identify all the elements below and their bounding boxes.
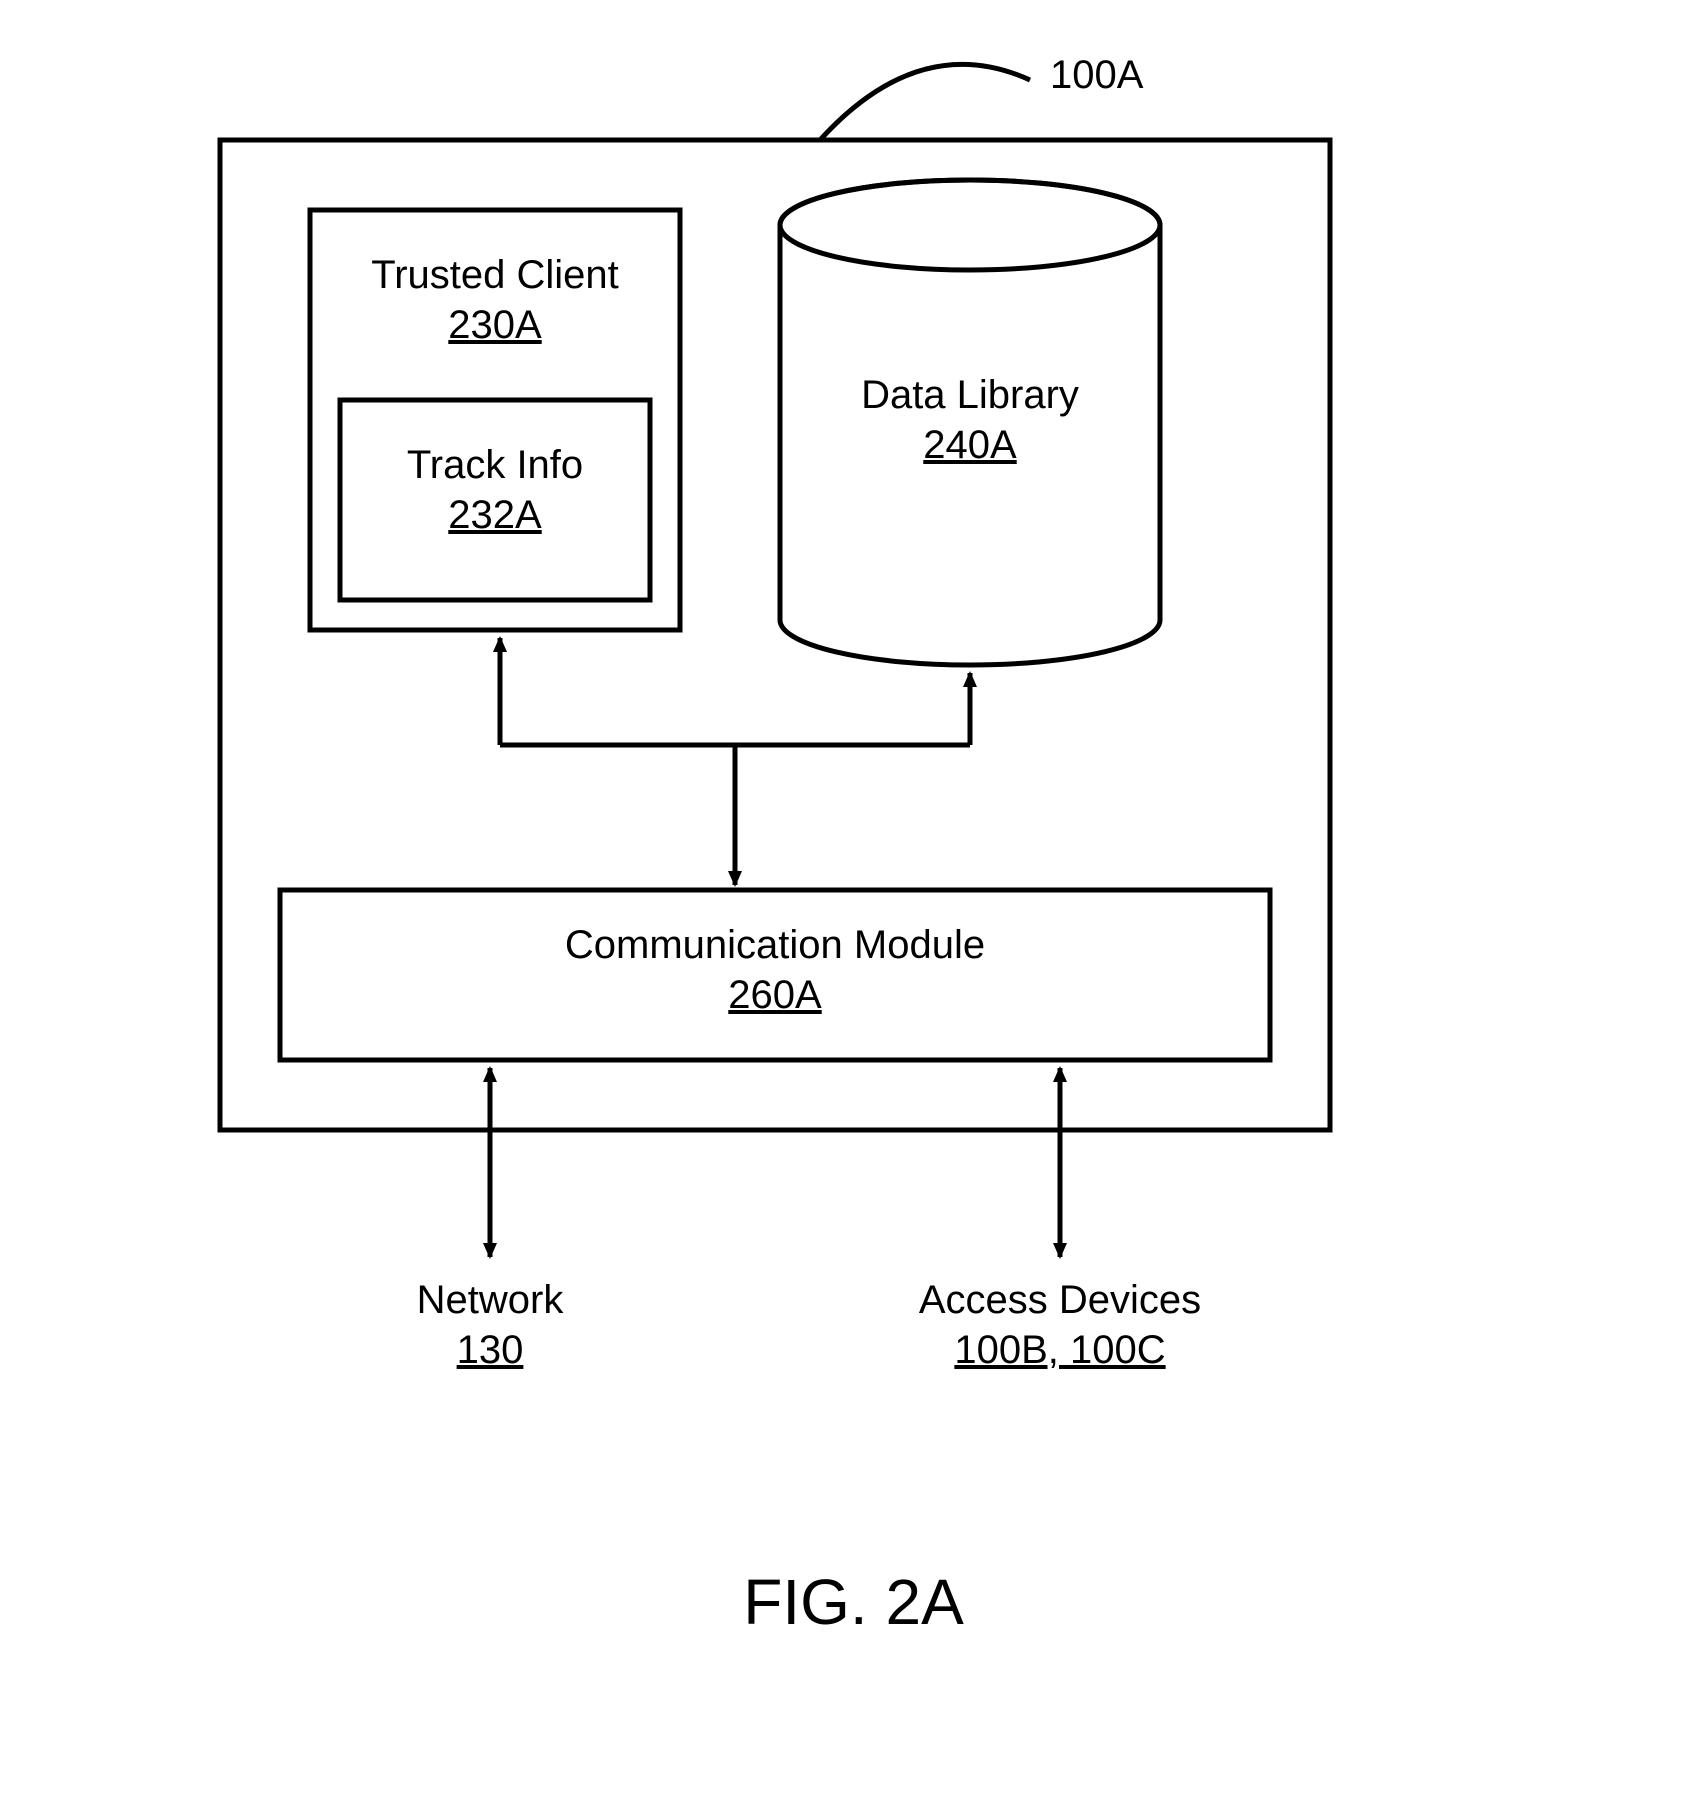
track-info-title: Track Info — [340, 440, 650, 490]
trusted-client-ref: 230A — [310, 300, 680, 350]
callout-text: 100A — [1050, 50, 1143, 100]
figure-caption: FIG. 2A — [0, 1565, 1707, 1639]
access-devices-ref: 100B, 100C — [895, 1325, 1225, 1375]
network-label: Network 130 — [370, 1275, 610, 1375]
network-ref: 130 — [370, 1325, 610, 1375]
comm-module-label: Communication Module 260A — [280, 920, 1270, 1020]
data-library-label: Data Library 240A — [780, 370, 1160, 470]
trusted-client-label: Trusted Client 230A — [310, 250, 680, 350]
data-library-title: Data Library — [780, 370, 1160, 420]
network-title: Network — [370, 1275, 610, 1325]
comm-module-ref: 260A — [280, 970, 1270, 1020]
track-info-label: Track Info 232A — [340, 440, 650, 540]
data-library-ref: 240A — [780, 420, 1160, 470]
track-info-ref: 232A — [340, 490, 650, 540]
figure-caption-text: FIG. 2A — [743, 1566, 964, 1638]
comm-module-title: Communication Module — [280, 920, 1270, 970]
trusted-client-title: Trusted Client — [310, 250, 680, 300]
access-devices-title: Access Devices — [895, 1275, 1225, 1325]
access-devices-label: Access Devices 100B, 100C — [895, 1275, 1225, 1375]
diagram-canvas — [0, 0, 1707, 1800]
callout-label: 100A — [1050, 50, 1143, 100]
callout-curve — [820, 64, 1030, 140]
